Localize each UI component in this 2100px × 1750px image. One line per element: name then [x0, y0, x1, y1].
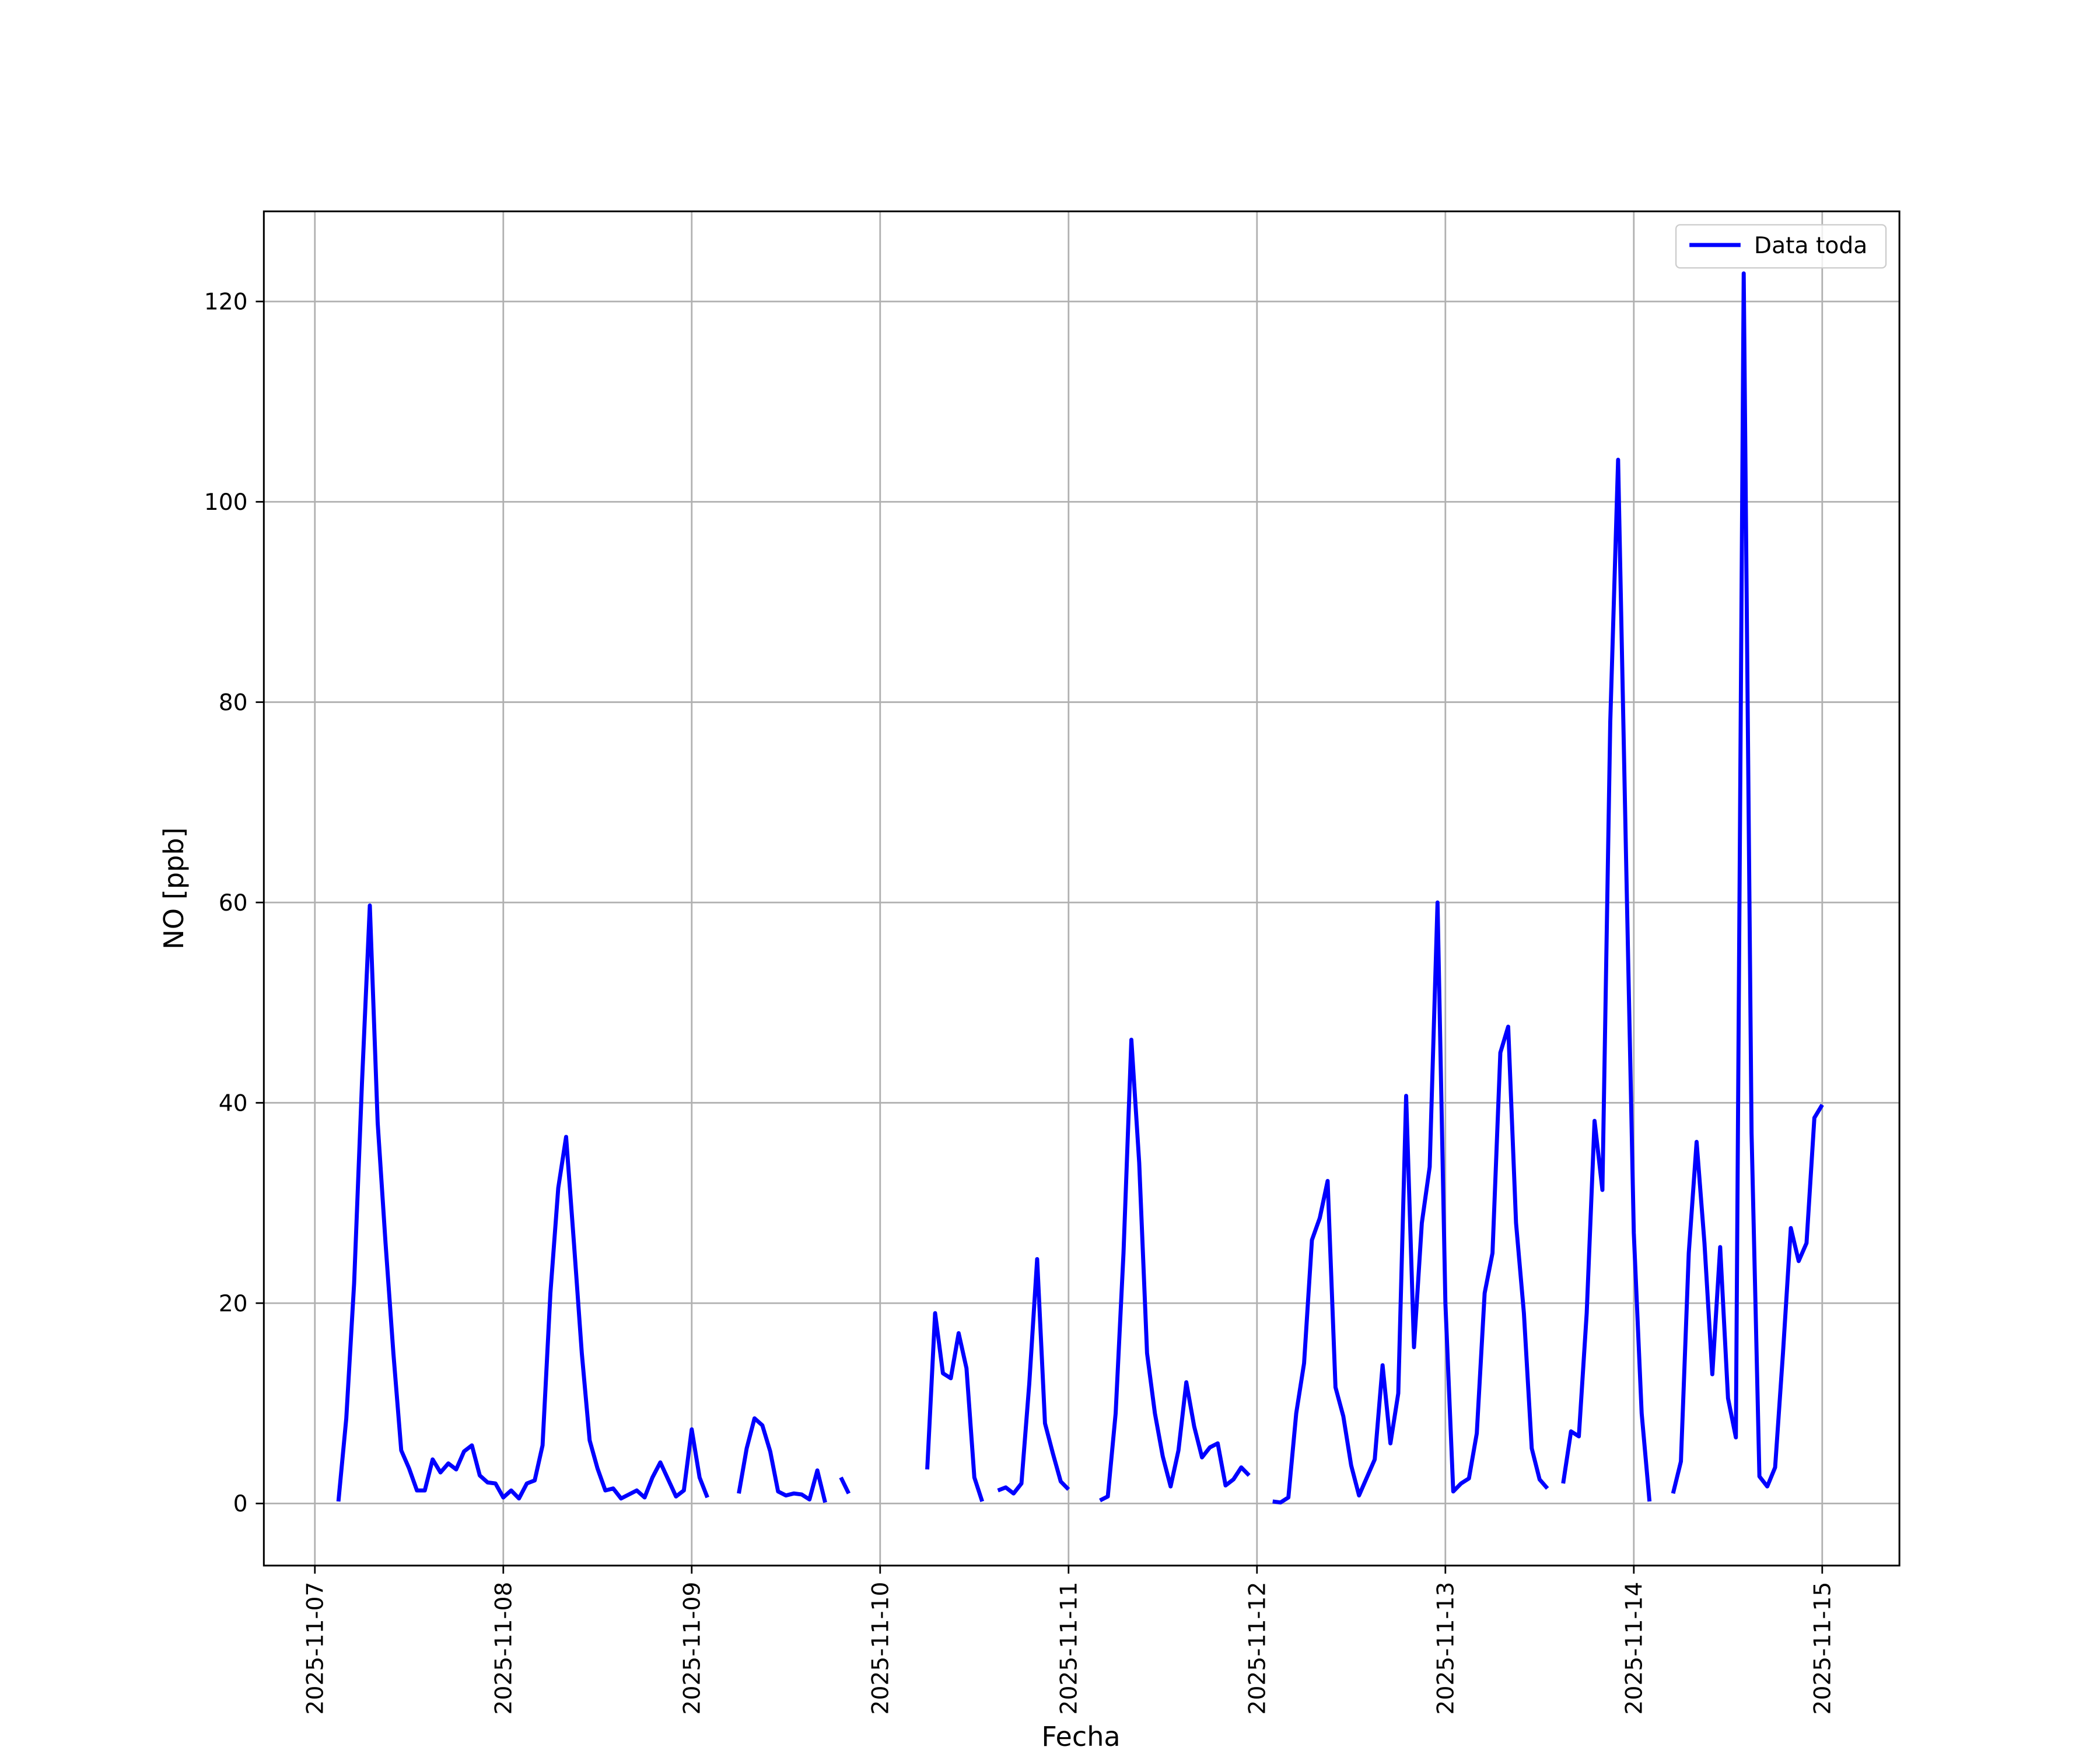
y-tick-label: 20 — [219, 1291, 248, 1317]
x-tick-label: 2025-11-14 — [1622, 1582, 1648, 1715]
plot-area — [336, 271, 1824, 1505]
y-tick-label: 100 — [204, 489, 248, 516]
x-tick-label: 2025-11-11 — [1056, 1582, 1083, 1715]
legend-label: Data toda — [1754, 233, 1867, 259]
data-line — [925, 1311, 985, 1503]
x-tick-label: 2025-11-09 — [680, 1582, 706, 1715]
data-line — [997, 1256, 1070, 1496]
x-axis-label: Fecha — [1041, 1721, 1120, 1750]
y-axis-label: NO [ppb] — [158, 827, 190, 949]
data-line — [1671, 271, 1824, 1494]
data-line — [839, 1476, 851, 1494]
x-tick-label: 2025-11-10 — [868, 1582, 894, 1715]
data-line — [1272, 900, 1549, 1505]
data-line — [336, 903, 709, 1502]
y-tick-label: 120 — [204, 289, 248, 316]
data-line — [1099, 1037, 1251, 1503]
x-tick-label: 2025-11-12 — [1245, 1582, 1271, 1715]
y-tick-label: 0 — [233, 1491, 248, 1517]
y-tick-label: 40 — [219, 1090, 248, 1116]
x-tick-label: 2025-11-07 — [303, 1582, 329, 1715]
x-tick-label: 2025-11-08 — [491, 1582, 517, 1715]
ticks: 0 20 40 60 80 100 120 2025-11-07 2025-11-08 2025-… — [204, 289, 1836, 1715]
grid — [264, 211, 1900, 1566]
y-tick-label: 80 — [219, 690, 248, 716]
x-tick-label: 2025-11-15 — [1810, 1582, 1836, 1715]
data-line — [737, 1416, 827, 1503]
y-tick-label: 60 — [219, 890, 248, 916]
data-line — [1561, 457, 1652, 1502]
legend-box — [1675, 224, 1887, 269]
legend: Data toda — [1675, 224, 1887, 269]
x-tick-label: 2025-11-13 — [1433, 1582, 1460, 1715]
axes-frame — [262, 210, 1901, 1567]
